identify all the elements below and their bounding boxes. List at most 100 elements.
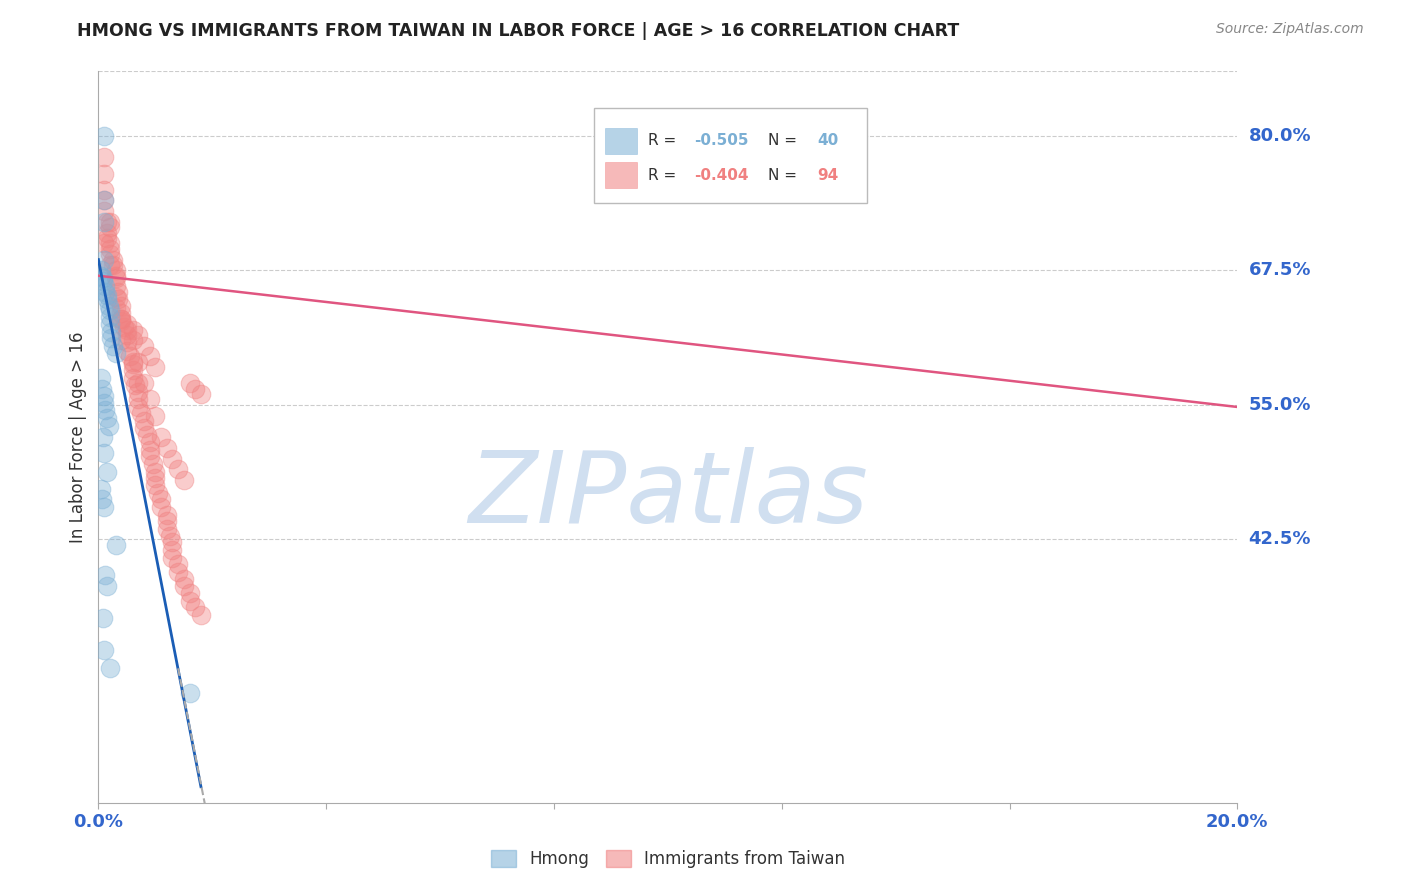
Point	[156, 441, 179, 455]
Point	[93, 500, 115, 514]
Point	[138, 450, 160, 464]
Point	[93, 204, 115, 219]
Point	[90, 263, 112, 277]
Point	[98, 310, 121, 324]
Point	[145, 471, 167, 485]
Point	[145, 360, 167, 375]
Point	[150, 430, 173, 444]
Point	[162, 550, 184, 565]
Point	[179, 586, 201, 600]
Point	[127, 327, 149, 342]
Point	[145, 478, 167, 492]
Point	[98, 661, 121, 675]
Point	[94, 403, 117, 417]
Point	[132, 376, 155, 391]
Point	[179, 686, 201, 700]
Text: 42.5%: 42.5%	[1249, 530, 1310, 549]
Point	[121, 333, 143, 347]
Point	[93, 128, 115, 143]
Bar	[605, 162, 637, 188]
Point	[115, 327, 138, 342]
Point	[94, 279, 117, 293]
Point	[104, 279, 127, 293]
Point	[173, 473, 195, 487]
Point	[101, 339, 124, 353]
Bar	[593, 108, 868, 203]
Point	[156, 514, 179, 528]
Point	[98, 317, 121, 331]
Point	[93, 183, 115, 197]
Point	[91, 492, 114, 507]
Point	[104, 290, 127, 304]
Point	[110, 314, 132, 328]
Point	[91, 271, 114, 285]
Point	[98, 258, 121, 272]
Point	[145, 465, 167, 479]
Point	[145, 409, 167, 423]
Point	[104, 271, 127, 285]
Point	[118, 350, 141, 364]
Point	[107, 293, 129, 307]
Point	[110, 299, 132, 313]
Point	[98, 247, 121, 261]
Point	[97, 299, 120, 313]
Text: 55.0%: 55.0%	[1249, 396, 1310, 414]
Point	[121, 355, 143, 369]
Point	[104, 538, 127, 552]
Point	[93, 236, 115, 251]
Point	[91, 430, 114, 444]
Point	[93, 215, 115, 229]
Point	[162, 451, 184, 466]
Point	[98, 242, 121, 256]
Point	[184, 600, 207, 615]
Point	[121, 371, 143, 385]
Point	[115, 335, 138, 350]
Point	[91, 274, 114, 288]
Text: -0.404: -0.404	[695, 168, 748, 183]
Point	[110, 306, 132, 320]
Point	[98, 303, 121, 318]
Point	[138, 435, 160, 450]
Point	[101, 258, 124, 272]
Point	[162, 543, 184, 558]
Point	[141, 457, 163, 471]
Point	[156, 521, 179, 535]
Point	[132, 414, 155, 428]
Point	[135, 428, 157, 442]
Point	[127, 376, 149, 391]
Point	[110, 311, 132, 326]
Point	[90, 371, 112, 385]
Point	[90, 482, 112, 496]
Point	[104, 346, 127, 360]
Point	[129, 406, 152, 420]
Point	[98, 215, 121, 229]
Point	[98, 220, 121, 235]
Point	[93, 395, 115, 409]
Point	[93, 194, 115, 208]
Point	[93, 389, 115, 403]
Point	[173, 578, 195, 592]
Text: N =: N =	[768, 168, 801, 183]
Text: Source: ZipAtlas.com: Source: ZipAtlas.com	[1216, 22, 1364, 37]
Point	[127, 392, 149, 407]
Bar	[605, 128, 637, 154]
Point	[127, 355, 149, 369]
Point	[96, 231, 118, 245]
Point	[124, 378, 146, 392]
Legend: Hmong, Immigrants from Taiwan: Hmong, Immigrants from Taiwan	[484, 844, 852, 875]
Point	[96, 226, 118, 240]
Point	[93, 643, 115, 657]
Point	[91, 382, 114, 396]
Point	[107, 285, 129, 299]
Point	[167, 557, 190, 571]
Point	[110, 311, 132, 326]
Point	[104, 263, 127, 277]
Point	[96, 215, 118, 229]
Y-axis label: In Labor Force | Age > 16: In Labor Force | Age > 16	[69, 331, 87, 543]
Point	[190, 387, 212, 401]
Point	[94, 285, 117, 299]
Point	[121, 357, 143, 371]
Text: R =: R =	[648, 168, 682, 183]
Text: 40: 40	[817, 133, 838, 148]
Text: HMONG VS IMMIGRANTS FROM TAIWAN IN LABOR FORCE | AGE > 16 CORRELATION CHART: HMONG VS IMMIGRANTS FROM TAIWAN IN LABOR…	[77, 22, 959, 40]
